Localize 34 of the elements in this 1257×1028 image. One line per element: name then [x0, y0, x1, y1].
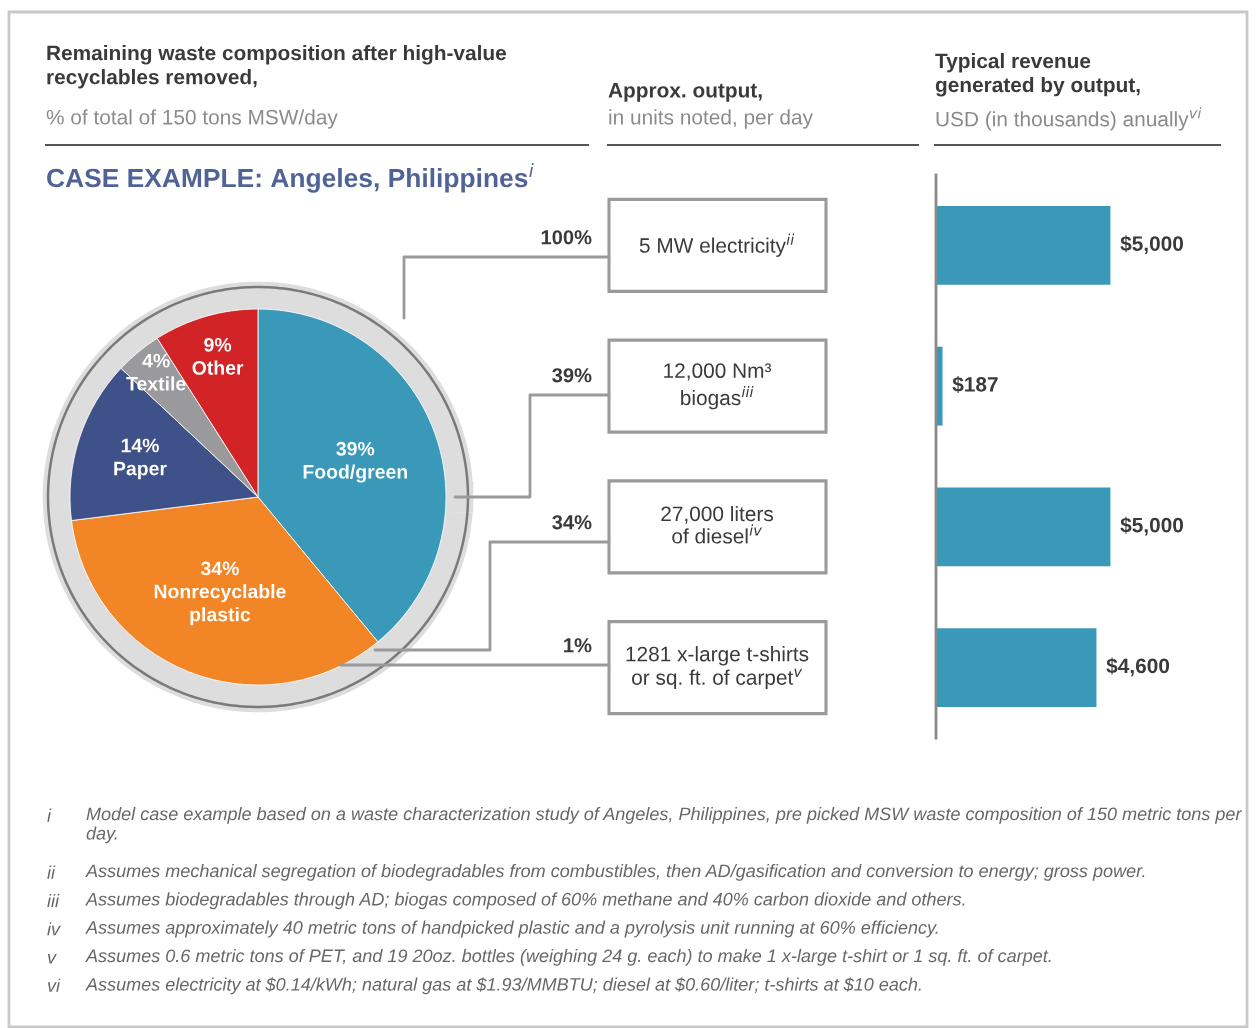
text: v Assumes 0.6 metric tons of PET, and 19 20oz. bottles (weighing 24 g. each) to make 1 x-large t-shirt or 1 sq. ft. of carpet.	[47, 948, 1051, 966]
data-label: $187	[952, 376, 998, 394]
y-tick-label: 5 MW electricity$^{ii}$	[639, 233, 795, 257]
chart-title: Remaining waste composition after high-value recyclables removed,	[47, 45, 507, 89]
chart-subtitle: % of total of 150 tons MSW/day	[46, 109, 338, 129]
text: vi Assumes electricity at $0.14/kWh; natural gas at $1.93/MMBTU; diesel at $0.60/liter; t-shirts at $10 each.	[47, 977, 921, 995]
text: in units noted, per day	[609, 109, 813, 129]
data-label: 4%	[142, 353, 170, 368]
y-axis-title: Approx. output,	[608, 83, 762, 102]
slice-label: Other	[192, 360, 244, 375]
chart-subtitle: USD (in thousands) anually$^{vi}$	[936, 107, 1202, 131]
slice-label: Nonrecyclable plastic	[154, 584, 286, 626]
text: 100%	[541, 230, 592, 245]
text: 34%	[552, 515, 592, 530]
text: 1%	[564, 638, 592, 653]
y-tick-label: 27,000 liters of diesel$^{iv}$	[661, 505, 773, 544]
y-tick-label: 12,000 Nm³ biogas$^{iii}$	[664, 363, 772, 410]
text: iv Assumes approximately 40 metric tons of handpicked plastic and a pyrolysis unit running at 60% efficiency.	[47, 920, 938, 938]
data-label: $5,000	[1120, 516, 1184, 536]
text: ii Assumes mechanical segregation of biodegradables from combustibles, then AD/gasification and conversion to energy; gross power.	[47, 864, 1145, 881]
data-label: $5,000	[1120, 235, 1184, 254]
text: 39%	[552, 368, 592, 383]
text: CASE EXAMPLE: Angeles, Philippines$^{i}$	[47, 162, 534, 193]
slice-label: Paper	[114, 461, 167, 480]
data-label: 39%	[336, 441, 375, 456]
text: i Model case example based on a waste characterization study of Angeles, Philippines, pre picked MSW waste composition of 150 metric tons per day.	[47, 807, 1243, 844]
data-label: 34%	[200, 561, 239, 576]
data-label: $4,600	[1106, 657, 1170, 677]
y-tick-label: 1281 x-large t-shirts or sq. ft. of carpet$^{v}$	[626, 646, 809, 689]
chart-title: Typical revenue generated by output,	[935, 53, 1140, 97]
data-label: 14%	[121, 438, 159, 453]
text: iii Assumes biodegradables through AD; biogas composed of 60% methane and 40% carbon dioxide and others.	[47, 892, 965, 910]
slice-label: Food/green	[303, 464, 408, 483]
data-label: 9%	[204, 337, 232, 352]
